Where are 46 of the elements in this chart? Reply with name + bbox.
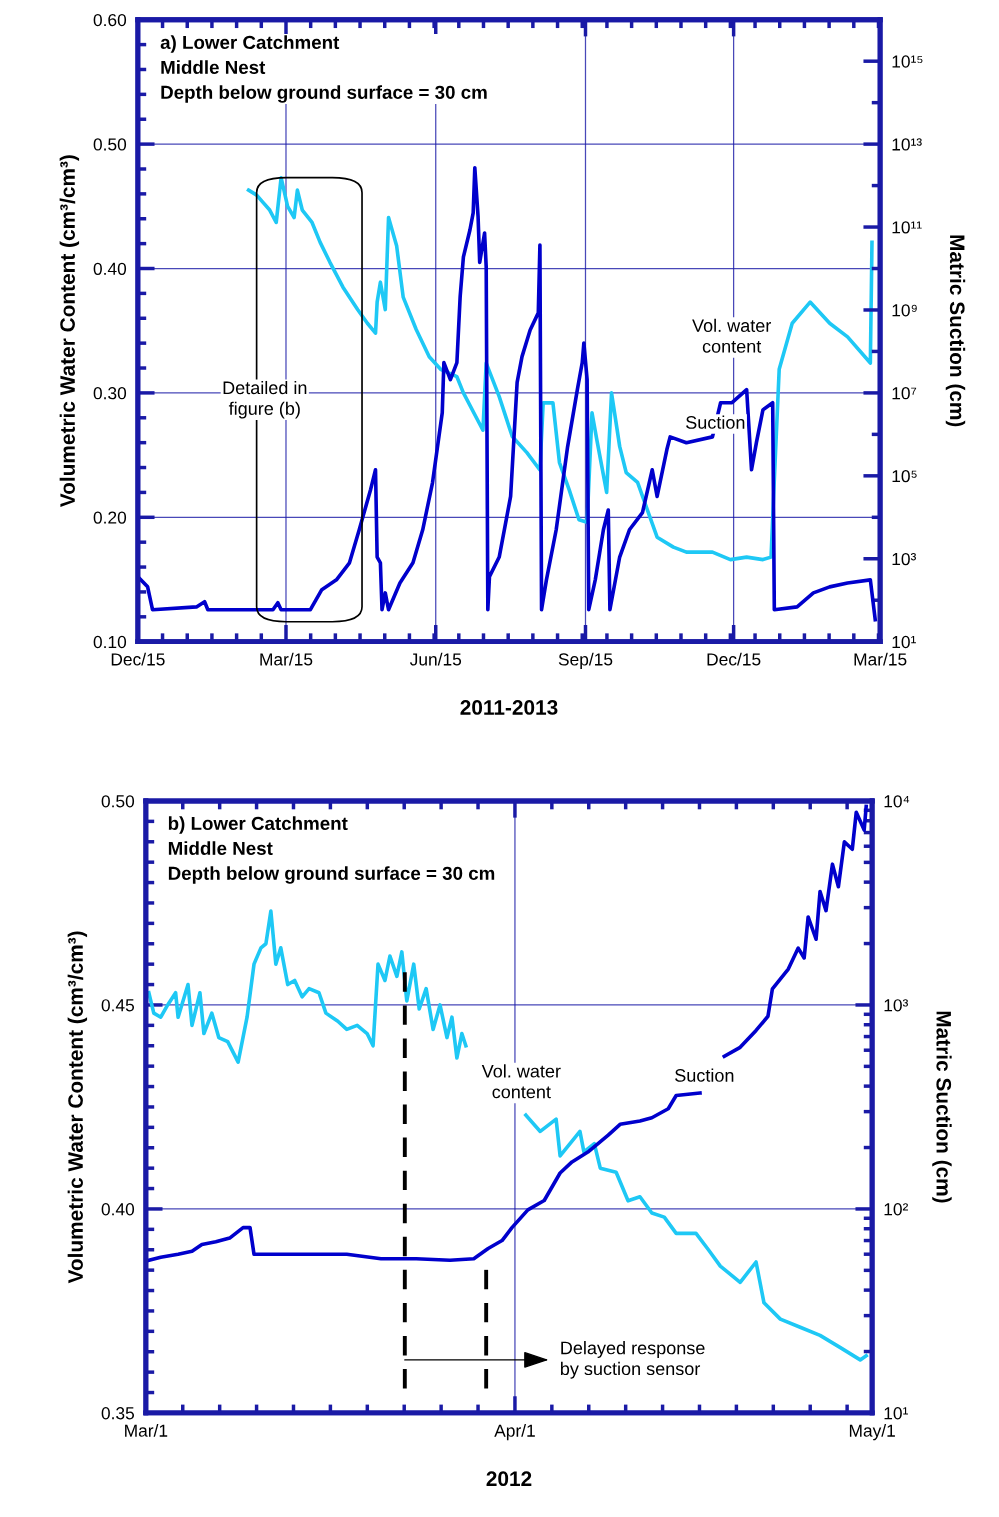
x-axis-title: 2011-2013 bbox=[460, 700, 558, 715]
y2-tick-label: 10¹³ bbox=[892, 138, 922, 151]
y-axis-title: Volumetric Water Content (cm³/cm³) bbox=[67, 931, 88, 1284]
y-tick-label: 0.35 bbox=[101, 1407, 135, 1420]
annotation: Vol. water content bbox=[481, 1064, 561, 1099]
y2-tick-label: 10¹ bbox=[884, 1407, 908, 1420]
annotation: Detailed in figure (b) bbox=[223, 380, 307, 419]
x-axis-title: 2012 bbox=[486, 1471, 532, 1487]
y-tick-label: 0.40 bbox=[101, 1203, 135, 1216]
y-tick-label: 0.50 bbox=[101, 795, 135, 808]
x-tick-label: Mar/15 bbox=[260, 652, 313, 666]
y-axis-title: Volumetric Water Content (cm³/cm³) bbox=[59, 155, 80, 508]
y-tick-label: 0.50 bbox=[93, 138, 127, 151]
y2-tick-label: 10⁵ bbox=[892, 470, 917, 483]
x-tick-label: May/1 bbox=[849, 1424, 895, 1441]
y2-tick-label: 10³ bbox=[892, 552, 916, 566]
y2-tick-label: 10⁴ bbox=[884, 795, 910, 808]
text: b) Lower Catchment Middle Nest Depth below ground surface = 30 cm bbox=[168, 816, 495, 884]
x-tick-label: Dec/15 bbox=[111, 652, 165, 666]
line-series bbox=[137, 165, 878, 622]
y2-tick-label: 10¹⁵ bbox=[892, 55, 923, 68]
y2-tick-label: 10¹ bbox=[892, 635, 916, 649]
x-tick-label: Jun/15 bbox=[409, 652, 462, 666]
y2-tick-label: 10³ bbox=[884, 999, 908, 1012]
annotation: Vol. water content bbox=[692, 318, 772, 353]
x-tick-label: Mar/1 bbox=[125, 1424, 168, 1437]
text: a) Lower Catchment Middle Nest Depth below ground surface = 30 cm bbox=[160, 35, 487, 103]
y-tick-label: 0.45 bbox=[101, 999, 135, 1012]
y-tick-label: 0.60 bbox=[93, 13, 127, 27]
y-tick-label: 0.20 bbox=[93, 511, 127, 524]
y-tick-label: 0.40 bbox=[93, 262, 127, 275]
y2-axis-title: Matric Suction (cm) bbox=[932, 1011, 952, 1203]
x-tick-label: Apr/1 bbox=[494, 1424, 535, 1441]
y-tick-label: 0.10 bbox=[93, 635, 127, 649]
x-tick-label: Dec/15 bbox=[707, 652, 761, 666]
x-tick-label: Sep/15 bbox=[558, 652, 613, 669]
annotation: Suction bbox=[686, 415, 745, 429]
y2-tick-label: 10⁹ bbox=[892, 304, 917, 317]
x-tick-label: Mar/15 bbox=[854, 652, 907, 666]
y2-tick-label: 10² bbox=[884, 1203, 908, 1216]
annotation: Suction bbox=[675, 1068, 734, 1082]
y2-tick-label: 10⁷ bbox=[892, 387, 917, 400]
y2-tick-label: 10¹¹ bbox=[892, 221, 922, 234]
y2-axis-title: Matric Suction (cm) bbox=[945, 235, 966, 427]
y-tick-label: 0.30 bbox=[93, 387, 127, 400]
annotation: Delayed response by suction sensor bbox=[560, 1341, 705, 1379]
